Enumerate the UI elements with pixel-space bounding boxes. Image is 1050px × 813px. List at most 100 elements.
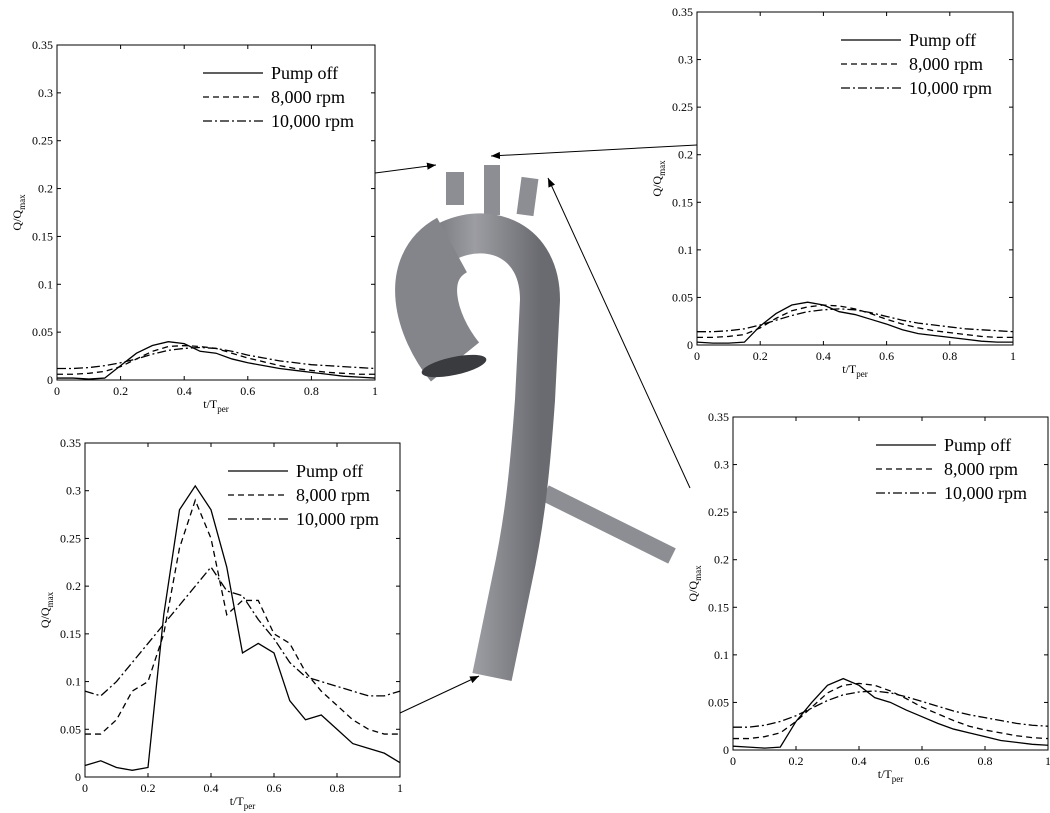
x-tick-label: 1 [1045,754,1050,768]
y-axis-label-sub: max [17,194,27,210]
legend-label: 10,000 rpm [271,111,354,131]
plot-area [732,416,1049,751]
arrow [374,162,437,174]
x-tick-label: 0 [54,384,60,398]
y-tick-label: 0.1 [714,648,729,662]
y-tick-label: 0 [723,743,729,757]
x-tick-label: 0.8 [304,384,319,398]
x-tick-label: 0.8 [978,754,993,768]
y-axis-label: Q/Qmax [10,194,27,231]
x-axis-label: t/Tper [230,794,256,811]
x-tick-label: 0.2 [753,349,768,363]
x-axis-label-sub: per [856,369,868,379]
y-tick-label: 0.05 [60,722,81,736]
x-tick-label: 0.8 [330,781,345,795]
y-tick-label: 0.15 [708,600,729,614]
arrow [490,144,698,160]
y-tick-label: 0.3 [38,86,53,100]
x-axis-label-sub: per [892,774,904,784]
series-line [733,682,1049,740]
y-tick-label: 0.25 [708,505,729,519]
y-tick-label: 0.1 [66,675,81,689]
ascending-aorta [395,217,480,382]
x-tick-label: 0.4 [852,754,867,768]
y-tick-label: 0.35 [32,38,53,52]
y-tick-label: 0.1 [678,243,693,257]
renal-branch [541,485,676,564]
y-tick-label: 0 [75,770,81,784]
y-tick-label: 0.05 [32,325,53,339]
y-tick-label: 0.35 [60,436,81,450]
y-tick-label: 0.15 [672,195,693,209]
series-line [732,677,1049,749]
y-tick-label: 0.25 [60,531,81,545]
series-line [733,690,1049,728]
y-tick-label: 0.05 [672,290,693,304]
y-tick-label: 0 [47,373,53,387]
x-tick-label: 1 [372,384,378,398]
x-tick-label: 0.2 [789,754,804,768]
legend-label: 8,000 rpm [944,459,1018,479]
x-axis-label-main: t/T [878,767,893,781]
series-line [696,301,1013,344]
y-tick-label: 0.2 [66,579,81,593]
y-tick-label: 0.25 [32,134,53,148]
x-tick-label: 1 [1010,349,1016,363]
legend-label: 8,000 rpm [296,485,370,505]
y-tick-label: 0.1 [38,277,53,291]
chart: 0 0.05 0.1 0.15 0.2 0.25 0.3 0.35 0 0.2 0.4 0.6 0.8 1… [686,410,1050,784]
y-axis-label-main: Q/Q [10,210,24,231]
branch [516,176,539,217]
y-tick-label: 0.2 [38,182,53,196]
x-tick-label: 0.6 [267,781,282,795]
x-tick-label: 0.8 [942,349,957,363]
series-line [697,304,1013,339]
x-axis-label-main: t/T [842,362,857,376]
legend-label: Pump off [296,461,363,481]
x-tick-label: 0.6 [879,349,894,363]
y-tick-label: 0.2 [714,553,729,567]
legend-label: Pump off [944,435,1011,455]
x-axis-label-sub: per [217,404,229,414]
chart: 0 0.05 0.1 0.15 0.2 0.25 0.3 0.35 0 0.2 0.4 0.6 0.8 1… [38,436,403,811]
aorta-model [395,165,676,682]
legend-label: 10,000 rpm [944,483,1027,503]
x-tick-label: 0.6 [240,384,255,398]
y-tick-label: 0.35 [708,410,729,424]
y-axis-label-sub: max [693,565,703,581]
series-line [57,341,376,380]
y-axis-label: Q/Qmax [686,565,703,602]
x-tick-label: 0 [730,754,736,768]
y-axis-label: Q/Qmax [650,160,667,197]
x-axis-label: t/Tper [842,362,868,379]
y-axis-label-sub: max [657,160,667,176]
y-tick-label: 0.2 [678,148,693,162]
y-tick-label: 0.3 [66,484,81,498]
x-tick-label: 0.4 [204,781,219,795]
series-line [85,498,400,735]
x-tick-label: 0.4 [177,384,192,398]
legend-label: Pump off [271,63,338,83]
y-tick-label: 0.3 [714,458,729,472]
legend-label: 10,000 rpm [296,509,379,529]
y-tick-label: 0 [687,338,693,352]
arrows [374,144,698,714]
y-tick-label: 0.25 [672,100,693,114]
plot-area [84,442,401,778]
aorta-opening [421,354,487,378]
legend-label: 8,000 rpm [909,54,983,74]
arrow [547,177,691,489]
x-tick-label: 0.6 [915,754,930,768]
x-axis-label: t/Tper [203,397,229,414]
x-tick-label: 0.2 [113,384,128,398]
y-axis-label-sub: max [45,591,55,607]
legend-label: 8,000 rpm [271,87,345,107]
x-axis-label-main: t/T [230,794,245,808]
x-tick-label: 0 [82,781,88,795]
series-line [697,308,1014,333]
legend-label: 10,000 rpm [909,78,992,98]
y-axis-label-main: Q/Q [650,176,664,197]
y-tick-label: 0.15 [32,229,53,243]
x-tick-label: 0.2 [141,781,156,795]
chart: 0 0.05 0.1 0.15 0.2 0.25 0.3 0.35 0 0.2 0.4 0.6 0.8 1… [650,5,1016,379]
